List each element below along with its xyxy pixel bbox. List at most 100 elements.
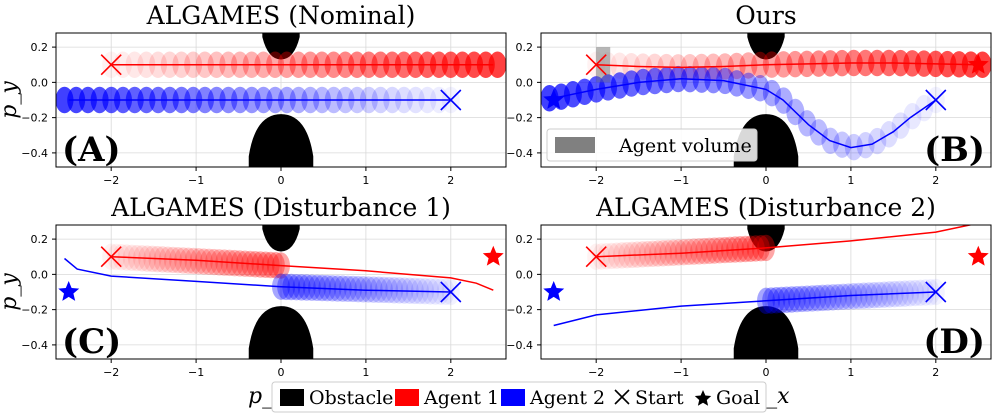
panel-letter-label: (A) bbox=[62, 130, 121, 170]
y-tick-label: −0.4 bbox=[506, 339, 533, 352]
x-tick-label: 0 bbox=[278, 174, 285, 187]
y-tick-label: 0.2 bbox=[31, 233, 49, 246]
agent-volume-ellipse bbox=[359, 276, 378, 303]
x-tick-label: 0 bbox=[763, 366, 770, 379]
panel-c: −2 −1 0 1 2 0.2 0.0 −0.2 −0.4 ALGAMES (Disturbanc… bbox=[0, 193, 507, 379]
agent-volume-ellipse bbox=[184, 247, 203, 275]
agent-volume-ellipse bbox=[488, 51, 506, 78]
obstacle-bottom bbox=[248, 306, 314, 359]
x-tick-label: −1 bbox=[673, 366, 689, 379]
start-x-icon bbox=[100, 54, 122, 76]
agent-volume-ellipse bbox=[349, 275, 368, 303]
x-tick-label: 1 bbox=[362, 366, 369, 379]
x-tick-label: 1 bbox=[847, 366, 854, 379]
legend-agent1-swatch bbox=[395, 389, 419, 406]
panel-letter-label: (B) bbox=[924, 130, 985, 170]
y-axis-label: p_y bbox=[0, 81, 22, 119]
goal-star-icon bbox=[543, 89, 565, 109]
goal-star-icon bbox=[58, 281, 80, 301]
trajectory-line-agent-1 bbox=[111, 255, 494, 291]
y-tick-label: 0.0 bbox=[31, 76, 49, 89]
trajectory-line-agent-2 bbox=[64, 257, 451, 293]
goal-star-icon bbox=[482, 245, 504, 266]
trajectory-line-agent-1 bbox=[596, 62, 979, 69]
start-x-icon bbox=[440, 281, 462, 303]
panel-title: ALGAMES (Nominal) bbox=[146, 1, 416, 30]
x-tick-label: 2 bbox=[447, 174, 454, 187]
start-x-stroke bbox=[100, 246, 122, 268]
inset-legend-frame bbox=[546, 128, 758, 162]
legend-start-label: Start bbox=[635, 387, 684, 409]
agent-volume-ellipse bbox=[679, 238, 698, 266]
x-tick-label: −2 bbox=[588, 174, 604, 187]
y-tick-label: 0.2 bbox=[516, 41, 534, 54]
start-x-stroke bbox=[585, 246, 607, 268]
panel-title: Ours bbox=[735, 1, 796, 30]
agent-volume-ellipse bbox=[179, 247, 198, 274]
x-tick-label: 2 bbox=[932, 366, 939, 379]
y-tick-label: −0.2 bbox=[506, 304, 533, 317]
x-tick-label: −1 bbox=[188, 174, 204, 187]
panel-d: −2 −1 0 1 2 0.2 0.0 −0.2 −0.4 ALGAMES (Disturbanc… bbox=[506, 193, 992, 379]
x-tick-label: 1 bbox=[847, 174, 854, 187]
goal-star-icon bbox=[543, 281, 565, 301]
obstacle-bottom bbox=[733, 306, 799, 359]
y-tick-label: −0.2 bbox=[506, 112, 533, 125]
x-tick-label: 0 bbox=[763, 174, 770, 187]
goal-star-icon bbox=[967, 53, 989, 74]
start-x-stroke bbox=[440, 89, 462, 111]
y-tick-label: −0.2 bbox=[21, 304, 48, 317]
legend-agent2-label: Agent 2 bbox=[529, 387, 605, 409]
x-tick-label: −1 bbox=[188, 366, 204, 379]
agent-volume-ellipse bbox=[189, 248, 208, 275]
panel-letter-label: (D) bbox=[923, 322, 985, 362]
y-tick-label: −0.4 bbox=[506, 147, 533, 160]
plot-clip-group bbox=[553, 225, 974, 359]
y-tick-label: 0.0 bbox=[516, 76, 534, 89]
legend-agent1-label: Agent 1 bbox=[423, 387, 499, 409]
y-tick-label: 0.0 bbox=[516, 268, 534, 281]
legend-start-x-icon bbox=[614, 389, 630, 405]
legend-obstacle-swatch bbox=[280, 389, 304, 406]
agent-volume-ellipse bbox=[194, 248, 213, 275]
x-tick-label: −2 bbox=[588, 366, 604, 379]
agent-volume-ellipse bbox=[844, 283, 863, 310]
start-x-stroke bbox=[925, 89, 947, 111]
start-x-icon bbox=[100, 246, 122, 268]
start-x-icon bbox=[585, 246, 607, 268]
obstacle-top bbox=[262, 225, 300, 252]
legend-goal-label: Goal bbox=[716, 387, 760, 409]
plot-clip-group bbox=[541, 33, 991, 167]
start-x-icon bbox=[585, 54, 607, 76]
start-x-stroke bbox=[585, 54, 607, 76]
x-tick-label: −2 bbox=[103, 174, 119, 187]
legend-goal-star-icon bbox=[694, 390, 712, 406]
y-tick-label: −0.4 bbox=[21, 339, 48, 352]
x-tick-label: −2 bbox=[103, 366, 119, 379]
agent-volume-ellipse bbox=[364, 276, 383, 303]
agent-volume-ellipse bbox=[849, 282, 868, 310]
x-tick-label: 0 bbox=[278, 366, 285, 379]
obstacle-top bbox=[747, 33, 785, 60]
y-axis-label: p_y bbox=[0, 273, 22, 311]
agent-volume-ellipse bbox=[674, 238, 693, 266]
panel-title: ALGAMES (Disturbance 1) bbox=[110, 193, 451, 222]
y-tick-label: 0.2 bbox=[516, 233, 534, 246]
agent-volume-ellipse bbox=[829, 283, 848, 311]
agent-volume-ellipse bbox=[664, 239, 683, 266]
x-tick-label: −1 bbox=[673, 174, 689, 187]
panel-b: −2 −1 0 1 2 0.2 0.0 −0.2 −0.4 Ours (B) Agent volume bbox=[506, 1, 992, 187]
panel-title: ALGAMES (Disturbance 2) bbox=[595, 193, 936, 222]
start-x-stroke bbox=[925, 281, 947, 303]
x-tick-label: 1 bbox=[362, 174, 369, 187]
start-x-icon bbox=[925, 281, 947, 303]
agent-volume-swatch bbox=[555, 137, 595, 153]
agent-volume-ellipse bbox=[854, 282, 873, 309]
goal-star-icon bbox=[967, 245, 989, 266]
start-x-stroke bbox=[440, 281, 462, 303]
obstacle-top bbox=[262, 33, 300, 60]
trajectory-line-agent-1 bbox=[596, 225, 974, 258]
y-tick-label: −0.2 bbox=[21, 112, 48, 125]
figure-legend: Obstacle Agent 1 Agent 2 Start Goal bbox=[271, 381, 767, 413]
